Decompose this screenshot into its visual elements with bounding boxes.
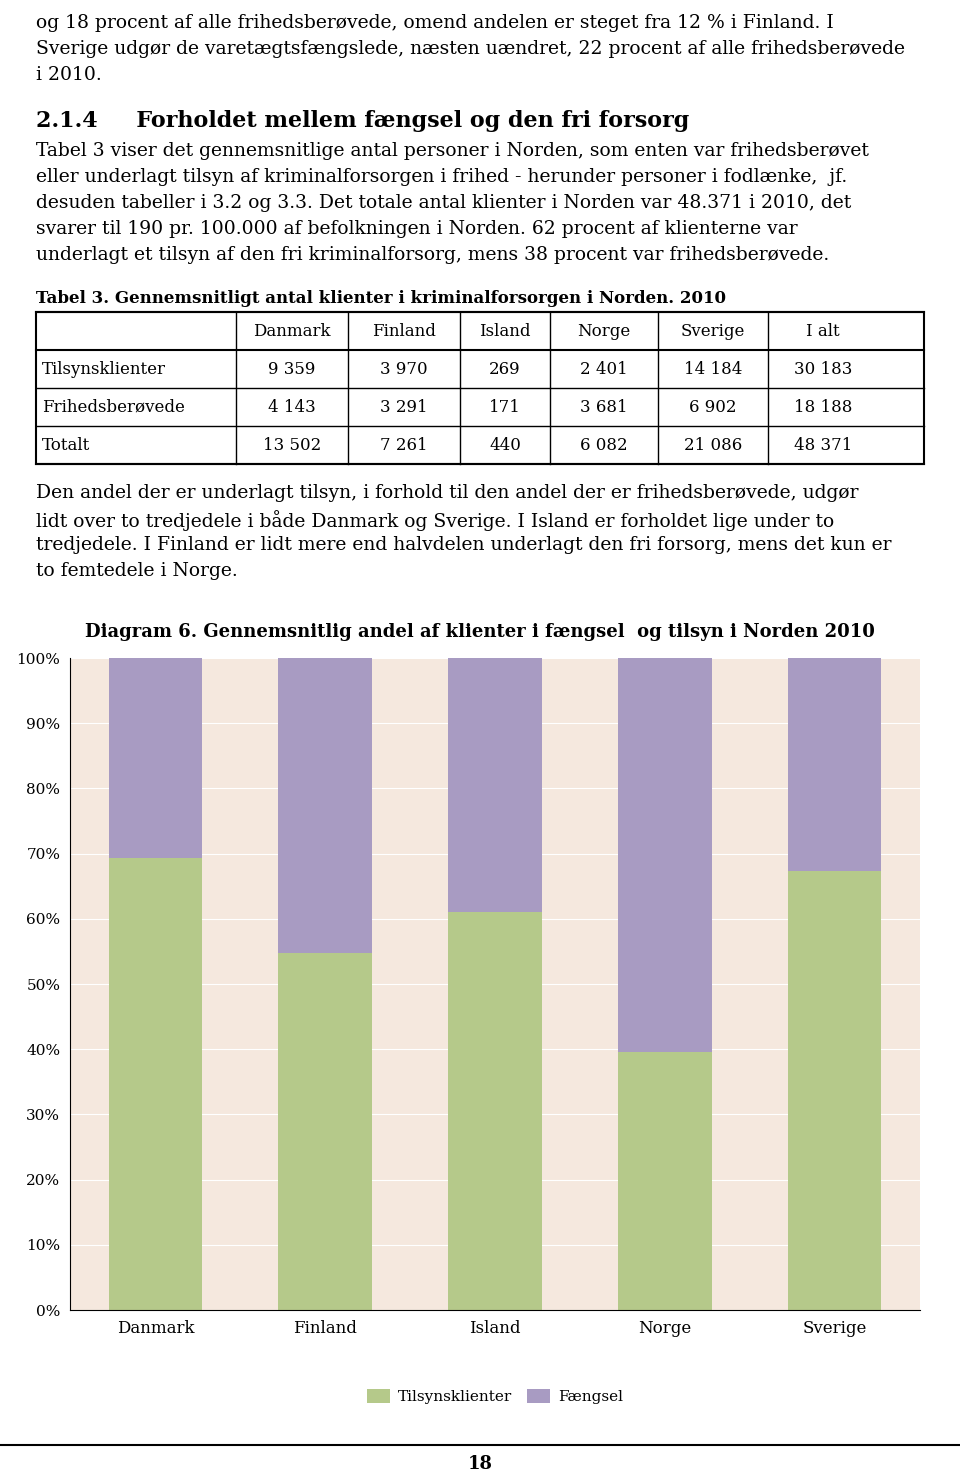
Text: Norge: Norge: [577, 323, 631, 339]
Text: og 18 procent af alle frihedsberøvede, omend andelen er steget fra 12 % i Finlan: og 18 procent af alle frihedsberøvede, o…: [36, 13, 833, 33]
Text: Totalt: Totalt: [42, 437, 90, 453]
Bar: [618, 1052, 711, 1310]
Text: Frihedsberøvede: Frihedsberøvede: [42, 398, 185, 416]
Text: 7 261: 7 261: [380, 437, 428, 453]
Text: Sverige udgør de varetægtsfængslede, næsten uændret, 22 procent af alle frihedsb: Sverige udgør de varetægtsfængslede, næs…: [36, 40, 905, 58]
Legend: Tilsynsklienter, Fængsel: Tilsynsklienter, Fængsel: [361, 1382, 629, 1410]
Text: tredjedele. I Finland er lidt mere end halvdelen underlagt den fri forsorg, mens: tredjedele. I Finland er lidt mere end h…: [36, 536, 892, 554]
Text: 6 902: 6 902: [689, 398, 736, 416]
Text: Danmark: Danmark: [253, 323, 331, 339]
Text: lidt over to tredjedele i både Danmark og Sverige. I Island er forholdet lige un: lidt over to tredjedele i både Danmark o…: [36, 511, 834, 531]
Text: Finland: Finland: [372, 323, 436, 339]
Text: Tilsynsklienter: Tilsynsklienter: [42, 361, 166, 377]
Text: Tabel 3 viser det gennemsnitlige antal personer i Norden, som enten var frihedsb: Tabel 3 viser det gennemsnitlige antal p…: [36, 142, 869, 160]
Text: Den andel der er underlagt tilsyn, i forhold til den andel der er frihedsberøved: Den andel der er underlagt tilsyn, i for…: [36, 484, 858, 502]
Text: 2.1.4     Forholdet mellem fængsel og den fri forsorg: 2.1.4 Forholdet mellem fængsel og den fr…: [36, 110, 689, 132]
Text: i 2010.: i 2010.: [36, 67, 102, 84]
Text: eller underlagt tilsyn af kriminalforsorgen i frihed - herunder personer i fodlæ: eller underlagt tilsyn af kriminalforsor…: [36, 169, 848, 186]
Text: 30 183: 30 183: [794, 361, 852, 377]
Text: 14 184: 14 184: [684, 361, 742, 377]
Bar: [448, 912, 541, 1310]
Text: I alt: I alt: [806, 323, 840, 339]
Bar: [788, 659, 881, 872]
Text: 171: 171: [489, 398, 521, 416]
Bar: [278, 953, 372, 1310]
Text: 21 086: 21 086: [684, 437, 742, 453]
Text: Tabel 3. Gennemsnitligt antal klienter i kriminalforsorgen i Norden. 2010: Tabel 3. Gennemsnitligt antal klienter i…: [36, 290, 726, 306]
Text: 440: 440: [489, 437, 521, 453]
Text: to femtedele i Norge.: to femtedele i Norge.: [36, 562, 238, 580]
Bar: [788, 872, 881, 1310]
Text: 3 970: 3 970: [380, 361, 428, 377]
Text: 6 082: 6 082: [580, 437, 628, 453]
Text: 13 502: 13 502: [263, 437, 322, 453]
Text: Island: Island: [479, 323, 531, 339]
Bar: [448, 659, 541, 912]
Text: 18: 18: [468, 1455, 492, 1473]
Text: 3 291: 3 291: [380, 398, 428, 416]
Text: 9 359: 9 359: [268, 361, 316, 377]
Bar: [108, 659, 202, 858]
Bar: [36, 312, 924, 465]
Text: underlagt et tilsyn af den fri kriminalforsorg, mens 38 procent var frihedsberøv: underlagt et tilsyn af den fri kriminalf…: [36, 246, 829, 263]
Text: 4 143: 4 143: [268, 398, 316, 416]
Bar: [618, 659, 711, 1052]
Text: 18 188: 18 188: [794, 398, 852, 416]
Text: Diagram 6. Gennemsnitlig andel af klienter i fængsel  og tilsyn i Norden 2010: Diagram 6. Gennemsnitlig andel af klient…: [85, 623, 875, 641]
Text: Sverige: Sverige: [681, 323, 745, 339]
Text: 269: 269: [490, 361, 521, 377]
Bar: [278, 659, 372, 953]
Text: 48 371: 48 371: [794, 437, 852, 453]
Bar: [108, 858, 202, 1310]
Text: desuden tabeller i 3.2 og 3.3. Det totale antal klienter i Norden var 48.371 i 2: desuden tabeller i 3.2 og 3.3. Det total…: [36, 194, 852, 212]
Text: svarer til 190 pr. 100.000 af befolkningen i Norden. 62 procent af klienterne va: svarer til 190 pr. 100.000 af befolkning…: [36, 221, 798, 238]
Text: 2 401: 2 401: [580, 361, 628, 377]
Text: 3 681: 3 681: [580, 398, 628, 416]
